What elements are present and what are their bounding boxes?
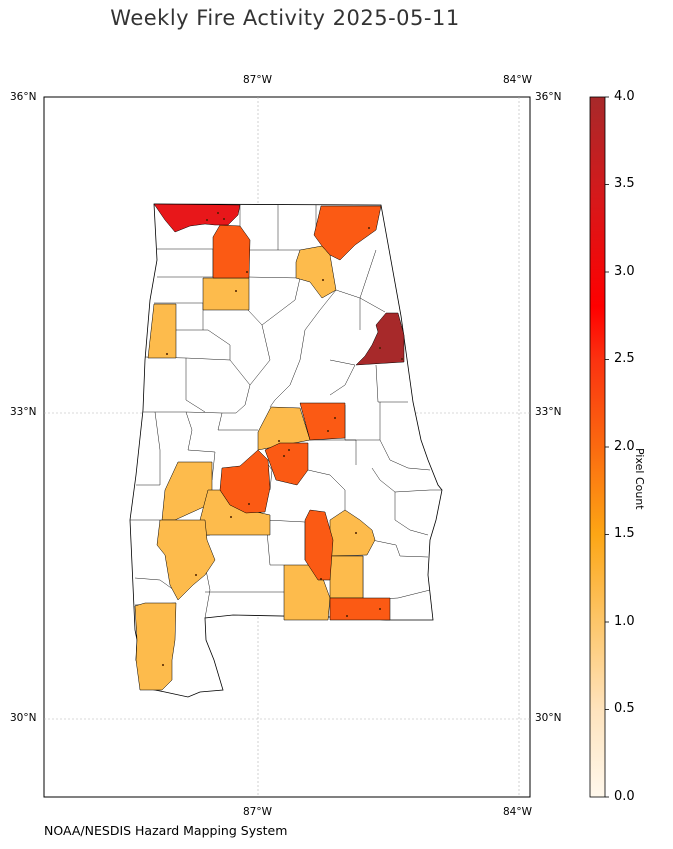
county-talladega: [299, 402, 346, 441]
county-marshall: [295, 245, 337, 299]
colorbar-label: Pixel Count: [633, 448, 646, 510]
county-marion: [147, 303, 177, 359]
lon-label-87w-top: 87°W: [243, 74, 272, 86]
counties-class-2: [212, 205, 391, 621]
county-lauderdale: [153, 203, 241, 233]
colorbar-tick-label: 0.5: [614, 701, 635, 716]
colorbar-tick-label: 1.0: [614, 614, 635, 629]
county-houston: [329, 597, 391, 621]
lat-label-36n-left: 36°N: [10, 91, 37, 103]
colorbar-tick-label: 1.5: [614, 526, 635, 541]
lon-label-84w-top: 84°W: [503, 74, 532, 86]
fire-detections: [162, 212, 403, 666]
county-lawrence: [212, 224, 251, 279]
colorbar-tick-label: 3.0: [614, 264, 635, 279]
colorbar-tick-label: 4.0: [614, 89, 635, 104]
lon-label-84w-bottom: 84°W: [503, 806, 532, 818]
colorbar-tick-label: 3.5: [614, 176, 635, 191]
county-mobile: [134, 602, 177, 691]
lat-label-36n-right: 36°N: [535, 91, 562, 103]
map-title: Weekly Fire Activity 2025-05-11: [110, 6, 460, 30]
county-crenshaw: [304, 509, 334, 581]
colorbar: [589, 96, 606, 798]
lat-label-33n-left: 33°N: [10, 406, 37, 418]
county-marengo: [161, 461, 213, 521]
colorbar-ticks: [605, 96, 609, 798]
county-chilton: [264, 442, 309, 486]
colorbar-tick-label: 2.5: [614, 351, 635, 366]
colorbar-tick-label: 2.0: [614, 439, 635, 454]
county-dale: [329, 555, 364, 599]
lon-label-87w-bottom: 87°W: [243, 806, 272, 818]
lat-label-30n-left: 30°N: [10, 712, 37, 724]
counties-class-1: [134, 245, 376, 691]
county-clarke: [156, 519, 216, 601]
county-cherokee: [355, 312, 405, 366]
county-franklin: [202, 277, 250, 311]
lat-label-30n-right: 30°N: [535, 712, 562, 724]
county-jackson: [313, 205, 382, 261]
data-source-credit: NOAA/NESDIS Hazard Mapping System: [44, 823, 288, 838]
colorbar-tick-label: 0.0: [614, 789, 635, 804]
lat-label-33n-right: 33°N: [535, 406, 562, 418]
county-dallas: [219, 449, 271, 514]
